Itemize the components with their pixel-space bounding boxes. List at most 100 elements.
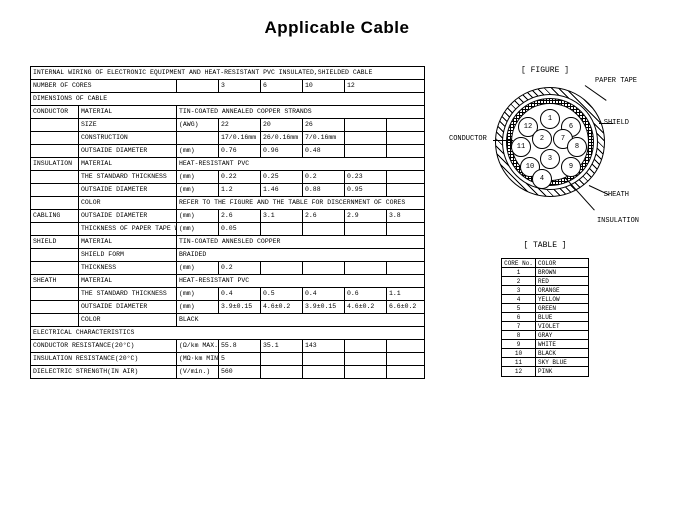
color-cell: 7 (502, 322, 536, 330)
cat: CONDUCTOR (31, 106, 79, 118)
cat (31, 184, 79, 196)
val: 2.6 (303, 210, 345, 222)
unit: (mm) (177, 184, 219, 196)
cat (31, 314, 79, 326)
lbl: MATERIAL (79, 236, 177, 248)
elec-label: ELECTRICAL CHARACTERISTICS (31, 327, 424, 339)
val: 1.46 (261, 184, 303, 196)
cat: SHEATH (31, 275, 79, 287)
val: 0.23 (345, 171, 387, 183)
elec-lbl: INSULATION RESISTANCE(20°C) (31, 353, 177, 365)
color-cell: 2 (502, 277, 536, 285)
val (261, 262, 303, 274)
val: 4.6±0.2 (345, 301, 387, 313)
core-11: 11 (511, 137, 531, 157)
val (387, 132, 424, 144)
lbl: CONSTRUCTION (79, 132, 177, 144)
val (387, 184, 424, 196)
lbl: MATERIAL (79, 106, 177, 118)
cat (31, 223, 79, 235)
unit: (mm) (177, 288, 219, 300)
val: 0.22 (219, 171, 261, 183)
val: 2.9 (345, 210, 387, 222)
cat (31, 288, 79, 300)
val: 0.96 (261, 145, 303, 157)
cat: SHIELD (31, 236, 79, 248)
lbl: OUTSAIDE DIAMETER (79, 145, 177, 157)
val (387, 366, 424, 378)
lbl: MATERIAL (79, 275, 177, 287)
color-header: COLOR (536, 259, 588, 267)
val (261, 353, 303, 365)
val: 3.8 (387, 210, 424, 222)
u (177, 80, 219, 92)
val: 0.6 (345, 288, 387, 300)
color-cell: 11 (502, 358, 536, 366)
color-cell: VIOLET (536, 322, 588, 330)
cat: CABLING (31, 210, 79, 222)
val: 0.48 (303, 145, 345, 157)
val: 7/0.16mm (303, 132, 345, 144)
cat (31, 301, 79, 313)
val (345, 262, 387, 274)
val (345, 119, 387, 131)
color-cell: ORANGE (536, 286, 588, 294)
val: 4.6±0.2 (261, 301, 303, 313)
val: 2.6 (219, 210, 261, 222)
val (303, 366, 345, 378)
color-cell: WHITE (536, 340, 588, 348)
val: 0.95 (345, 184, 387, 196)
anno-line (493, 140, 513, 141)
content-area: INTERNAL WIRING OF ELECTRONIC EQUIPMENT … (0, 66, 674, 379)
val: 143 (303, 340, 345, 352)
val: 26/0.16mm (261, 132, 303, 144)
val: 0.76 (219, 145, 261, 157)
val (261, 366, 303, 378)
color-cell: SKY BLUE (536, 358, 588, 366)
color-cell: 8 (502, 331, 536, 339)
anno-paper-tape: PAPER TAPE (595, 77, 637, 85)
anno-conductor: CONDUCTOR (449, 135, 487, 143)
unit: (Ω/km MAX.) (177, 340, 219, 352)
unit: (mm) (177, 210, 219, 222)
elec-lbl: DIELECTRIC STRENGTH(IN AIR) (31, 366, 177, 378)
val: 6.6±0.2 (387, 301, 424, 313)
val (387, 340, 424, 352)
val (387, 353, 424, 365)
span-val: BLACK (177, 314, 424, 326)
header-row: INTERNAL WIRING OF ELECTRONIC EQUIPMENT … (31, 67, 424, 79)
unit: (mm) (177, 262, 219, 274)
val: 55.8 (219, 340, 261, 352)
val: 1.2 (219, 184, 261, 196)
val (387, 223, 424, 235)
lbl: COLOR (79, 314, 177, 326)
dims-label: DIMENSIONS OF CABLE (31, 93, 424, 105)
color-cell: RED (536, 277, 588, 285)
core-2: 2 (532, 129, 552, 149)
val: 0.2 (219, 262, 261, 274)
figure-column: [ FIGURE ] CONDUCTOR PAPER TAPE SHIELD S… (445, 66, 645, 379)
color-cell: 5 (502, 304, 536, 312)
val: 0.2 (303, 171, 345, 183)
val: 0.4 (303, 288, 345, 300)
cat (31, 119, 79, 131)
lbl: COLOR (79, 197, 177, 209)
cores-v: 3 (219, 80, 261, 92)
lbl: SIZE (79, 119, 177, 131)
anno-line (599, 123, 613, 124)
color-cell: 12 (502, 367, 536, 376)
val: 20 (261, 119, 303, 131)
figure-label: [ FIGURE ] (445, 66, 645, 75)
cores-v: 6 (261, 80, 303, 92)
color-cell: 3 (502, 286, 536, 294)
color-cell: 10 (502, 349, 536, 357)
cores-v: 12 (345, 80, 424, 92)
val: 22 (219, 119, 261, 131)
unit: (mm) (177, 145, 219, 157)
core-9: 9 (561, 157, 581, 177)
color-cell: BLACK (536, 349, 588, 357)
val: 26 (303, 119, 345, 131)
core-1: 1 (540, 109, 560, 129)
lbl: SHIELD FORM (79, 249, 177, 261)
unit: (MΩ·km MIN.) (177, 353, 219, 365)
